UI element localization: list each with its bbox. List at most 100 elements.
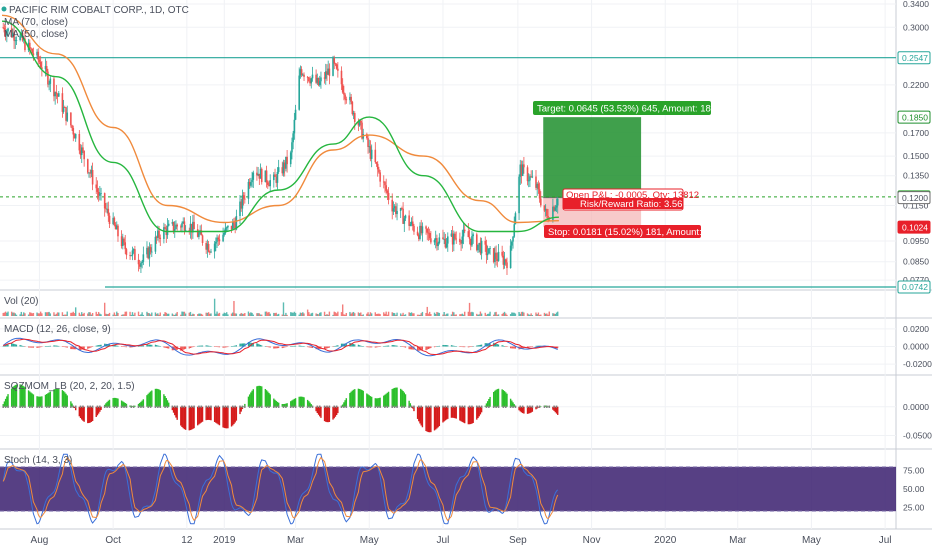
volume-bar xyxy=(165,312,168,316)
stop-label-box[interactable]: Stop: 0.0181 (15.02%) 181, Amount: 750 xyxy=(544,225,720,238)
candle-body xyxy=(78,133,81,151)
candle-body xyxy=(382,181,385,183)
x-tick-label[interactable]: 2020 xyxy=(654,535,677,546)
macd-label[interactable]: MACD (12, 26, close, 9) xyxy=(4,324,111,335)
sqzmom-bar xyxy=(157,388,159,407)
macd-hist-bar xyxy=(395,345,397,347)
sqzmom-tick-label[interactable]: 0.0000 xyxy=(903,402,929,412)
x-tick-label[interactable]: Jul xyxy=(437,535,450,546)
candle-body xyxy=(526,167,529,182)
sqzmom-zero-dot xyxy=(526,405,529,408)
stoch-tick-label[interactable]: 25.00 xyxy=(903,503,925,513)
candle-body xyxy=(277,167,280,172)
macd-tick-label[interactable]: 0.0000 xyxy=(903,342,929,352)
candle-body xyxy=(324,71,327,79)
candle-body xyxy=(369,146,372,159)
stoch-label[interactable]: Stoch (14, 3, 3) xyxy=(4,455,72,466)
price-tick-label[interactable]: 0.0770 xyxy=(903,275,929,285)
volume-bar xyxy=(201,314,204,316)
price-tick-label[interactable]: 0.0950 xyxy=(903,236,929,246)
volume-bar xyxy=(472,312,474,316)
target-label-box[interactable]: Target: 0.0645 (53.53%) 645, Amount: 189… xyxy=(533,101,735,115)
price-tick-label[interactable]: 0.2200 xyxy=(903,80,929,90)
price-tick-label[interactable]: 0.3000 xyxy=(903,22,929,32)
symbol-title[interactable]: PACIFIC RIM COBALT CORP., 1D, OTC xyxy=(9,5,189,16)
x-tick-label[interactable]: Mar xyxy=(729,535,747,546)
x-tick-label[interactable]: 12 xyxy=(181,535,193,546)
candle-body xyxy=(308,77,310,82)
candle-body xyxy=(275,176,278,183)
price-badge-support[interactable]: 0.0742 xyxy=(902,282,928,292)
price-badge-resistance[interactable]: 0.2547 xyxy=(902,53,928,63)
volume-bar xyxy=(327,314,329,316)
ma-orange-label[interactable]: MA (70, close) xyxy=(4,17,68,28)
price-badge-entry[interactable]: 0.1200 xyxy=(902,193,928,203)
open-pnl-label-box[interactable]: Open P&L: -0.0005, Qty: 13812 Risk/Rewar… xyxy=(562,188,699,211)
sqzmom-bar xyxy=(182,406,184,429)
x-tick-label[interactable]: 2019 xyxy=(213,535,236,546)
sqzmom-bar xyxy=(464,406,466,424)
stoch-tick-label[interactable]: 50.00 xyxy=(903,484,925,494)
sqzmom-bar xyxy=(343,402,345,407)
x-tick-label[interactable]: Jul xyxy=(879,535,892,546)
x-tick-label[interactable]: Nov xyxy=(583,535,601,546)
candle-body xyxy=(370,149,373,159)
sqzmom-label[interactable]: SQZMOM_LB (20, 2, 20, 1.5) xyxy=(4,381,135,392)
x-tick-label[interactable]: Oct xyxy=(105,535,121,546)
x-tick-label[interactable]: Aug xyxy=(31,535,49,546)
price-tick-label[interactable]: 0.1500 xyxy=(903,151,929,161)
sqzmom-bar xyxy=(293,398,296,407)
stoch-tick-label[interactable]: 75.00 xyxy=(903,466,925,476)
price-tick-label[interactable]: 0.0850 xyxy=(903,257,929,267)
macd-tick-label[interactable]: 0.0200 xyxy=(903,324,929,334)
macd-tick-label[interactable]: -0.0200 xyxy=(903,359,932,369)
volume-bar xyxy=(521,311,524,316)
sqzmom-zero-dot xyxy=(374,405,377,408)
price-badge-target[interactable]: 0.1850 xyxy=(902,112,928,122)
volume-bar xyxy=(200,313,203,316)
level-lines[interactable] xyxy=(0,57,896,288)
target-zone[interactable] xyxy=(543,117,642,198)
volume-bar xyxy=(30,312,32,316)
macd-hist-bar xyxy=(12,343,14,347)
candle-body xyxy=(376,163,379,170)
candle-body xyxy=(446,236,449,244)
sqzmom-zero-dot xyxy=(234,405,236,408)
x-tick-label[interactable]: May xyxy=(360,535,379,546)
candle-body xyxy=(189,223,192,232)
x-tick-label[interactable]: Mar xyxy=(287,535,305,546)
sqzmom-bar xyxy=(41,396,43,407)
macd-hist-bar xyxy=(412,346,414,350)
price-badge-stop[interactable]: 0.1024 xyxy=(902,222,928,232)
price-tick-label[interactable]: 0.3400 xyxy=(903,0,929,9)
price-tick-label[interactable]: 0.1150 xyxy=(903,201,929,211)
volume-bar xyxy=(451,311,454,316)
volume-bar xyxy=(349,311,351,316)
sqzmom-bar xyxy=(207,406,210,420)
ma-green-label[interactable]: MA (50, close) xyxy=(4,29,68,40)
volume-bar xyxy=(181,311,183,316)
macd-hist-bar xyxy=(171,346,173,351)
volume-bar xyxy=(41,313,43,316)
sqzmom-bar xyxy=(282,404,285,407)
price-tick-label[interactable]: 0.1700 xyxy=(903,128,929,138)
price-scale-bg[interactable] xyxy=(896,0,932,550)
sqzmom-bar xyxy=(334,406,337,417)
macd-hist-bar xyxy=(46,346,48,347)
sqzmom-bar xyxy=(58,388,60,407)
candle-body xyxy=(291,142,293,153)
x-tick-label[interactable]: May xyxy=(802,535,821,546)
x-tick-label[interactable]: Sep xyxy=(509,535,527,546)
sqzmom-bar xyxy=(27,390,30,407)
price-badge-stop-bg xyxy=(897,220,931,234)
macd-hist-bar xyxy=(114,345,117,347)
volume-bar xyxy=(176,311,178,316)
sqzmom-tick-label[interactable]: -0.0500 xyxy=(903,431,932,441)
price-tick-label[interactable]: 0.1350 xyxy=(903,171,929,181)
candle-body xyxy=(146,247,148,255)
macd-hist-bar xyxy=(537,345,539,347)
macd-hist-bar xyxy=(340,343,343,347)
macd-hist-bar xyxy=(249,342,251,347)
volume-label[interactable]: Vol (20) xyxy=(4,296,38,307)
volume-bar xyxy=(317,314,320,316)
